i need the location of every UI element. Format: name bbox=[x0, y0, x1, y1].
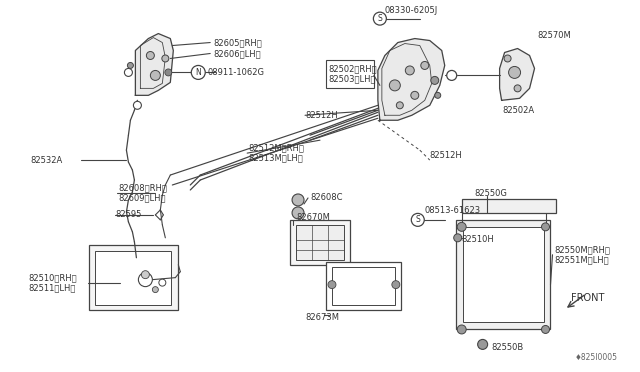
Circle shape bbox=[191, 65, 205, 79]
Text: 82570M: 82570M bbox=[538, 31, 572, 40]
Bar bbox=[461, 199, 557, 213]
Text: 82532A: 82532A bbox=[31, 155, 63, 164]
Text: 82608〈RH〉: 82608〈RH〉 bbox=[118, 183, 167, 192]
Bar bbox=[332, 267, 395, 305]
Polygon shape bbox=[136, 33, 173, 95]
Text: 08330-6205J: 08330-6205J bbox=[385, 6, 438, 15]
Text: 82510〈RH〉: 82510〈RH〉 bbox=[29, 273, 77, 282]
Text: 82550G: 82550G bbox=[475, 189, 508, 199]
Text: 82502〈RH〉: 82502〈RH〉 bbox=[328, 64, 376, 73]
Text: 82502A: 82502A bbox=[502, 106, 535, 115]
Circle shape bbox=[411, 92, 419, 99]
Circle shape bbox=[457, 325, 466, 334]
Circle shape bbox=[405, 66, 414, 75]
Circle shape bbox=[541, 326, 550, 333]
Polygon shape bbox=[500, 48, 534, 100]
Text: 82605〈RH〉: 82605〈RH〉 bbox=[213, 38, 262, 47]
Circle shape bbox=[412, 214, 424, 226]
Bar bbox=[456, 220, 550, 330]
Circle shape bbox=[127, 62, 133, 68]
Circle shape bbox=[447, 70, 457, 80]
Text: 82670M: 82670M bbox=[296, 214, 330, 222]
Text: 82511〈LH〉: 82511〈LH〉 bbox=[29, 283, 76, 292]
Circle shape bbox=[150, 70, 161, 80]
Bar bbox=[95, 251, 172, 305]
Circle shape bbox=[457, 222, 466, 231]
Circle shape bbox=[541, 223, 550, 231]
Circle shape bbox=[389, 80, 401, 91]
Text: 82512H: 82512H bbox=[430, 151, 463, 160]
Circle shape bbox=[162, 55, 169, 62]
Text: 82513M〈LH〉: 82513M〈LH〉 bbox=[248, 154, 303, 163]
Polygon shape bbox=[378, 39, 445, 120]
Text: 08513-61623: 08513-61623 bbox=[425, 206, 481, 215]
Text: 82550B: 82550B bbox=[492, 343, 524, 352]
Circle shape bbox=[292, 207, 304, 219]
Text: FRONT: FRONT bbox=[572, 293, 605, 302]
Bar bbox=[463, 227, 543, 323]
Circle shape bbox=[435, 92, 441, 98]
Circle shape bbox=[454, 234, 461, 242]
Circle shape bbox=[124, 68, 132, 76]
Bar bbox=[326, 262, 401, 310]
Circle shape bbox=[396, 102, 403, 109]
Circle shape bbox=[328, 280, 336, 289]
Text: 82503〈LH〉: 82503〈LH〉 bbox=[328, 74, 376, 83]
Circle shape bbox=[392, 280, 400, 289]
Text: 82510H: 82510H bbox=[461, 235, 495, 244]
Circle shape bbox=[477, 339, 488, 349]
Circle shape bbox=[165, 69, 172, 76]
Text: 82551M〈LH〉: 82551M〈LH〉 bbox=[554, 255, 609, 264]
Text: 82550M〈RH〉: 82550M〈RH〉 bbox=[554, 245, 611, 254]
Circle shape bbox=[373, 12, 387, 25]
Circle shape bbox=[420, 61, 429, 70]
Circle shape bbox=[292, 194, 304, 206]
Text: 82673M: 82673M bbox=[305, 313, 339, 322]
Text: 82512H: 82512H bbox=[305, 111, 338, 120]
Bar bbox=[290, 220, 350, 265]
Text: N: N bbox=[195, 68, 201, 77]
Text: 08911-1062G: 08911-1062G bbox=[207, 68, 264, 77]
Text: S: S bbox=[415, 215, 420, 224]
Circle shape bbox=[159, 279, 166, 286]
Text: 82606〈LH〉: 82606〈LH〉 bbox=[213, 49, 261, 58]
Circle shape bbox=[152, 286, 158, 293]
Text: 82512M〈RH〉: 82512M〈RH〉 bbox=[248, 144, 304, 153]
Circle shape bbox=[147, 51, 154, 60]
Circle shape bbox=[431, 76, 439, 84]
Circle shape bbox=[509, 67, 520, 78]
Text: 82608C: 82608C bbox=[310, 193, 342, 202]
Bar bbox=[296, 225, 344, 260]
Circle shape bbox=[138, 273, 152, 286]
Bar bbox=[326, 61, 374, 89]
Bar bbox=[88, 245, 179, 310]
Text: 82609〈LH〉: 82609〈LH〉 bbox=[118, 193, 166, 202]
Text: 82595: 82595 bbox=[115, 211, 142, 219]
Circle shape bbox=[504, 55, 511, 62]
Circle shape bbox=[514, 85, 521, 92]
Text: ♦825I0005: ♦825I0005 bbox=[575, 353, 618, 362]
Circle shape bbox=[133, 101, 141, 109]
Circle shape bbox=[141, 271, 149, 279]
Text: S: S bbox=[378, 14, 382, 23]
